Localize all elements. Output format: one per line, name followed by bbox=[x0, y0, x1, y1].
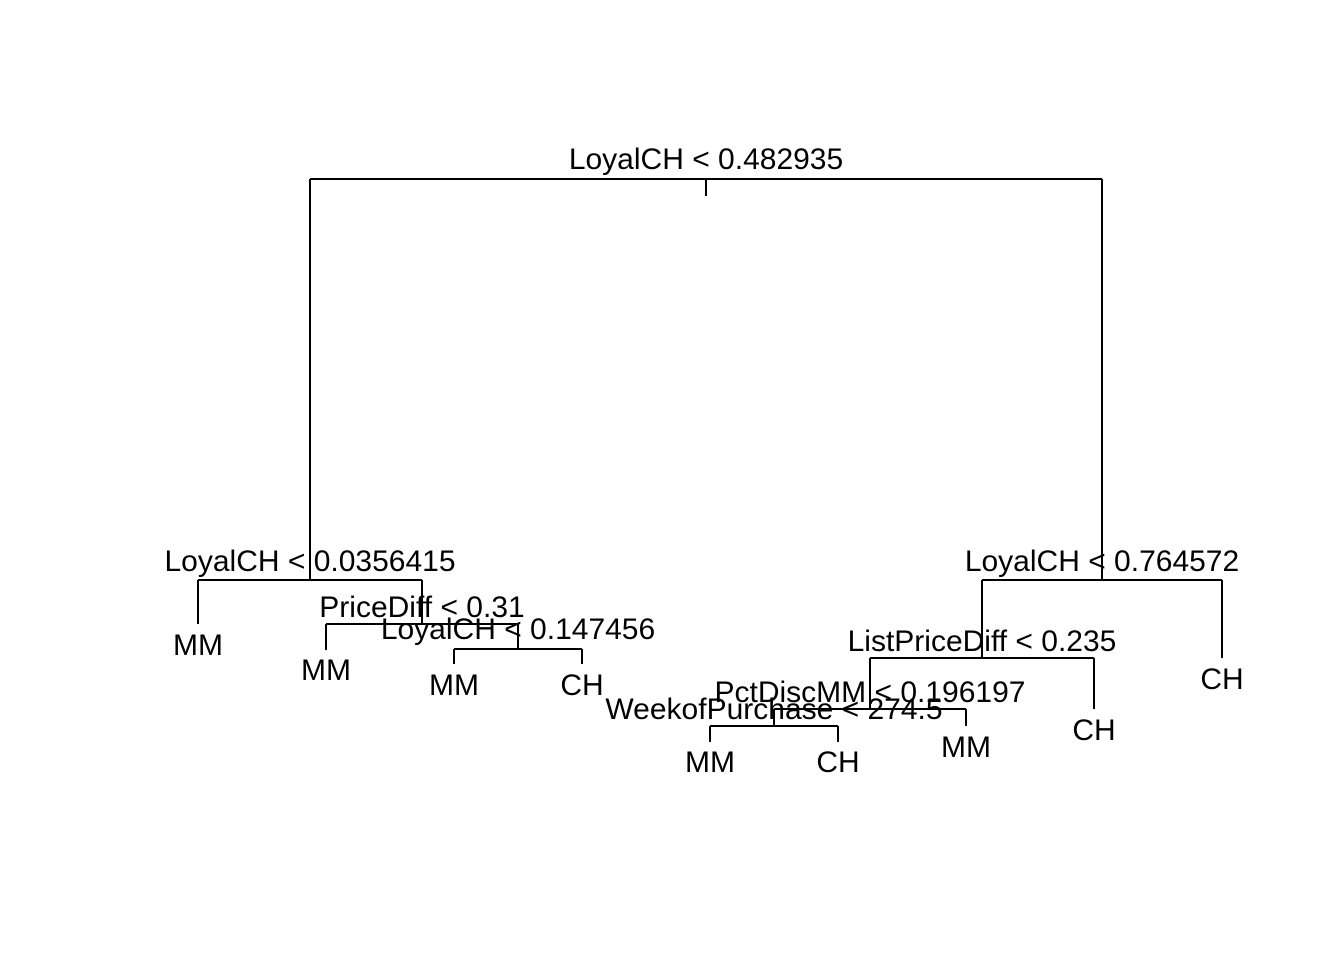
split-rll bbox=[773, 708, 967, 726]
leaf-rllll: MM bbox=[685, 746, 735, 779]
leaf-lrrr: CH bbox=[560, 669, 603, 702]
split-lrr bbox=[453, 648, 583, 664]
split-root-label: LoyalCH < 0.482935 bbox=[569, 143, 843, 176]
split-rlll bbox=[709, 725, 839, 742]
split-rlll-label: WeekofPurchase < 274.5 bbox=[605, 693, 942, 726]
split-l-label: LoyalCH < 0.0356415 bbox=[164, 545, 455, 578]
leaf-rllr: MM bbox=[941, 731, 991, 764]
split-lr bbox=[325, 623, 519, 650]
split-lr-label: PriceDiff < 0.31 bbox=[319, 591, 524, 624]
leaf-rlr: CH bbox=[1072, 714, 1115, 747]
leaf-rr: CH bbox=[1200, 663, 1243, 696]
leaf-lrrl: MM bbox=[429, 669, 479, 702]
split-root bbox=[309, 178, 1103, 580]
split-rl bbox=[869, 657, 1095, 709]
leaf-ll: MM bbox=[173, 629, 223, 662]
split-r bbox=[981, 579, 1223, 658]
split-rll-label: PctDiscMM < 0.196197 bbox=[715, 676, 1026, 709]
leaf-lrl: MM bbox=[301, 654, 351, 687]
leaf-rlllr: CH bbox=[816, 746, 859, 779]
split-r-label: LoyalCH < 0.764572 bbox=[965, 545, 1239, 578]
split-rl-label: ListPriceDiff < 0.235 bbox=[848, 625, 1117, 658]
split-l bbox=[197, 579, 423, 624]
split-lrr-label: LoyalCH < 0.147456 bbox=[381, 613, 655, 646]
